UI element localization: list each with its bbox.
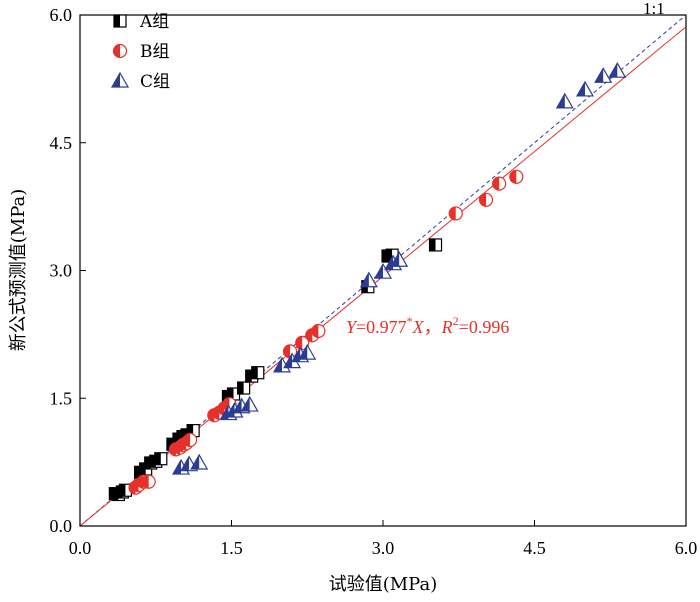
data-point-b	[492, 176, 507, 191]
legend-marker-c	[110, 71, 130, 88]
fit-eq-sep: ，	[424, 317, 442, 337]
fit-eq-y: Y	[346, 317, 358, 337]
y-tick-label: 1.5	[50, 388, 73, 408]
data-point-b	[305, 328, 320, 343]
data-point-c	[190, 453, 209, 470]
x-tick-label: 6.0	[675, 538, 698, 558]
fit-equation: Y=0.977*X，R2=0.996	[346, 314, 509, 337]
data-point-b	[182, 432, 198, 448]
data-point-a	[237, 381, 251, 395]
data-point-c	[298, 343, 317, 360]
data-point-c	[373, 262, 393, 279]
y-tick-label: 3.0	[50, 261, 73, 281]
legend-label: C组	[140, 72, 170, 92]
x-axis-title: 试验值(MPa)	[329, 574, 438, 595]
data-point-c	[608, 62, 627, 78]
data-point-c	[390, 251, 409, 267]
data-point-c	[594, 67, 613, 83]
data-point-a	[154, 452, 168, 466]
reference-line-label: 1:1	[643, 0, 665, 18]
fit-eq-star: *	[407, 314, 413, 328]
data-point-c	[575, 80, 595, 97]
data-point-b	[295, 335, 310, 350]
data-point-c	[359, 271, 378, 288]
data-point-c	[240, 395, 259, 412]
y-axis-title: 新公式预测值(MPa)	[8, 189, 29, 352]
legend-label: B组	[140, 42, 170, 62]
data-point-c	[555, 92, 574, 109]
x-tick-label: 3.0	[372, 538, 395, 558]
data-point-b	[509, 169, 524, 184]
y-tick-label: 6.0	[50, 5, 73, 25]
fit-eq-x: X	[412, 317, 425, 337]
x-tick-label: 4.5	[523, 538, 546, 558]
data-point-b	[448, 206, 463, 221]
x-tick-label: 0.0	[69, 538, 92, 558]
fit-eq-r-sup: 2	[453, 314, 459, 328]
x-tick-label: 1.5	[220, 538, 243, 558]
y-tick-label: 4.5	[50, 133, 73, 153]
legend: A组 B组 C组	[110, 12, 170, 92]
fit-eq-r-val: =0.996	[459, 317, 510, 337]
fit-eq-slope: =0.977	[356, 317, 407, 337]
data-point-a	[428, 238, 443, 252]
y-tick-label: 0.0	[50, 516, 73, 536]
data-point-b	[478, 192, 494, 207]
one-to-one-line	[80, 15, 686, 526]
fit-eq-r: R	[441, 317, 453, 337]
data-point-b	[311, 323, 326, 339]
legend-marker-a	[113, 14, 127, 28]
legend-marker-b	[112, 43, 128, 59]
legend-label: A组	[139, 12, 169, 32]
data-point-b	[141, 474, 156, 489]
data-point-a	[251, 366, 265, 380]
